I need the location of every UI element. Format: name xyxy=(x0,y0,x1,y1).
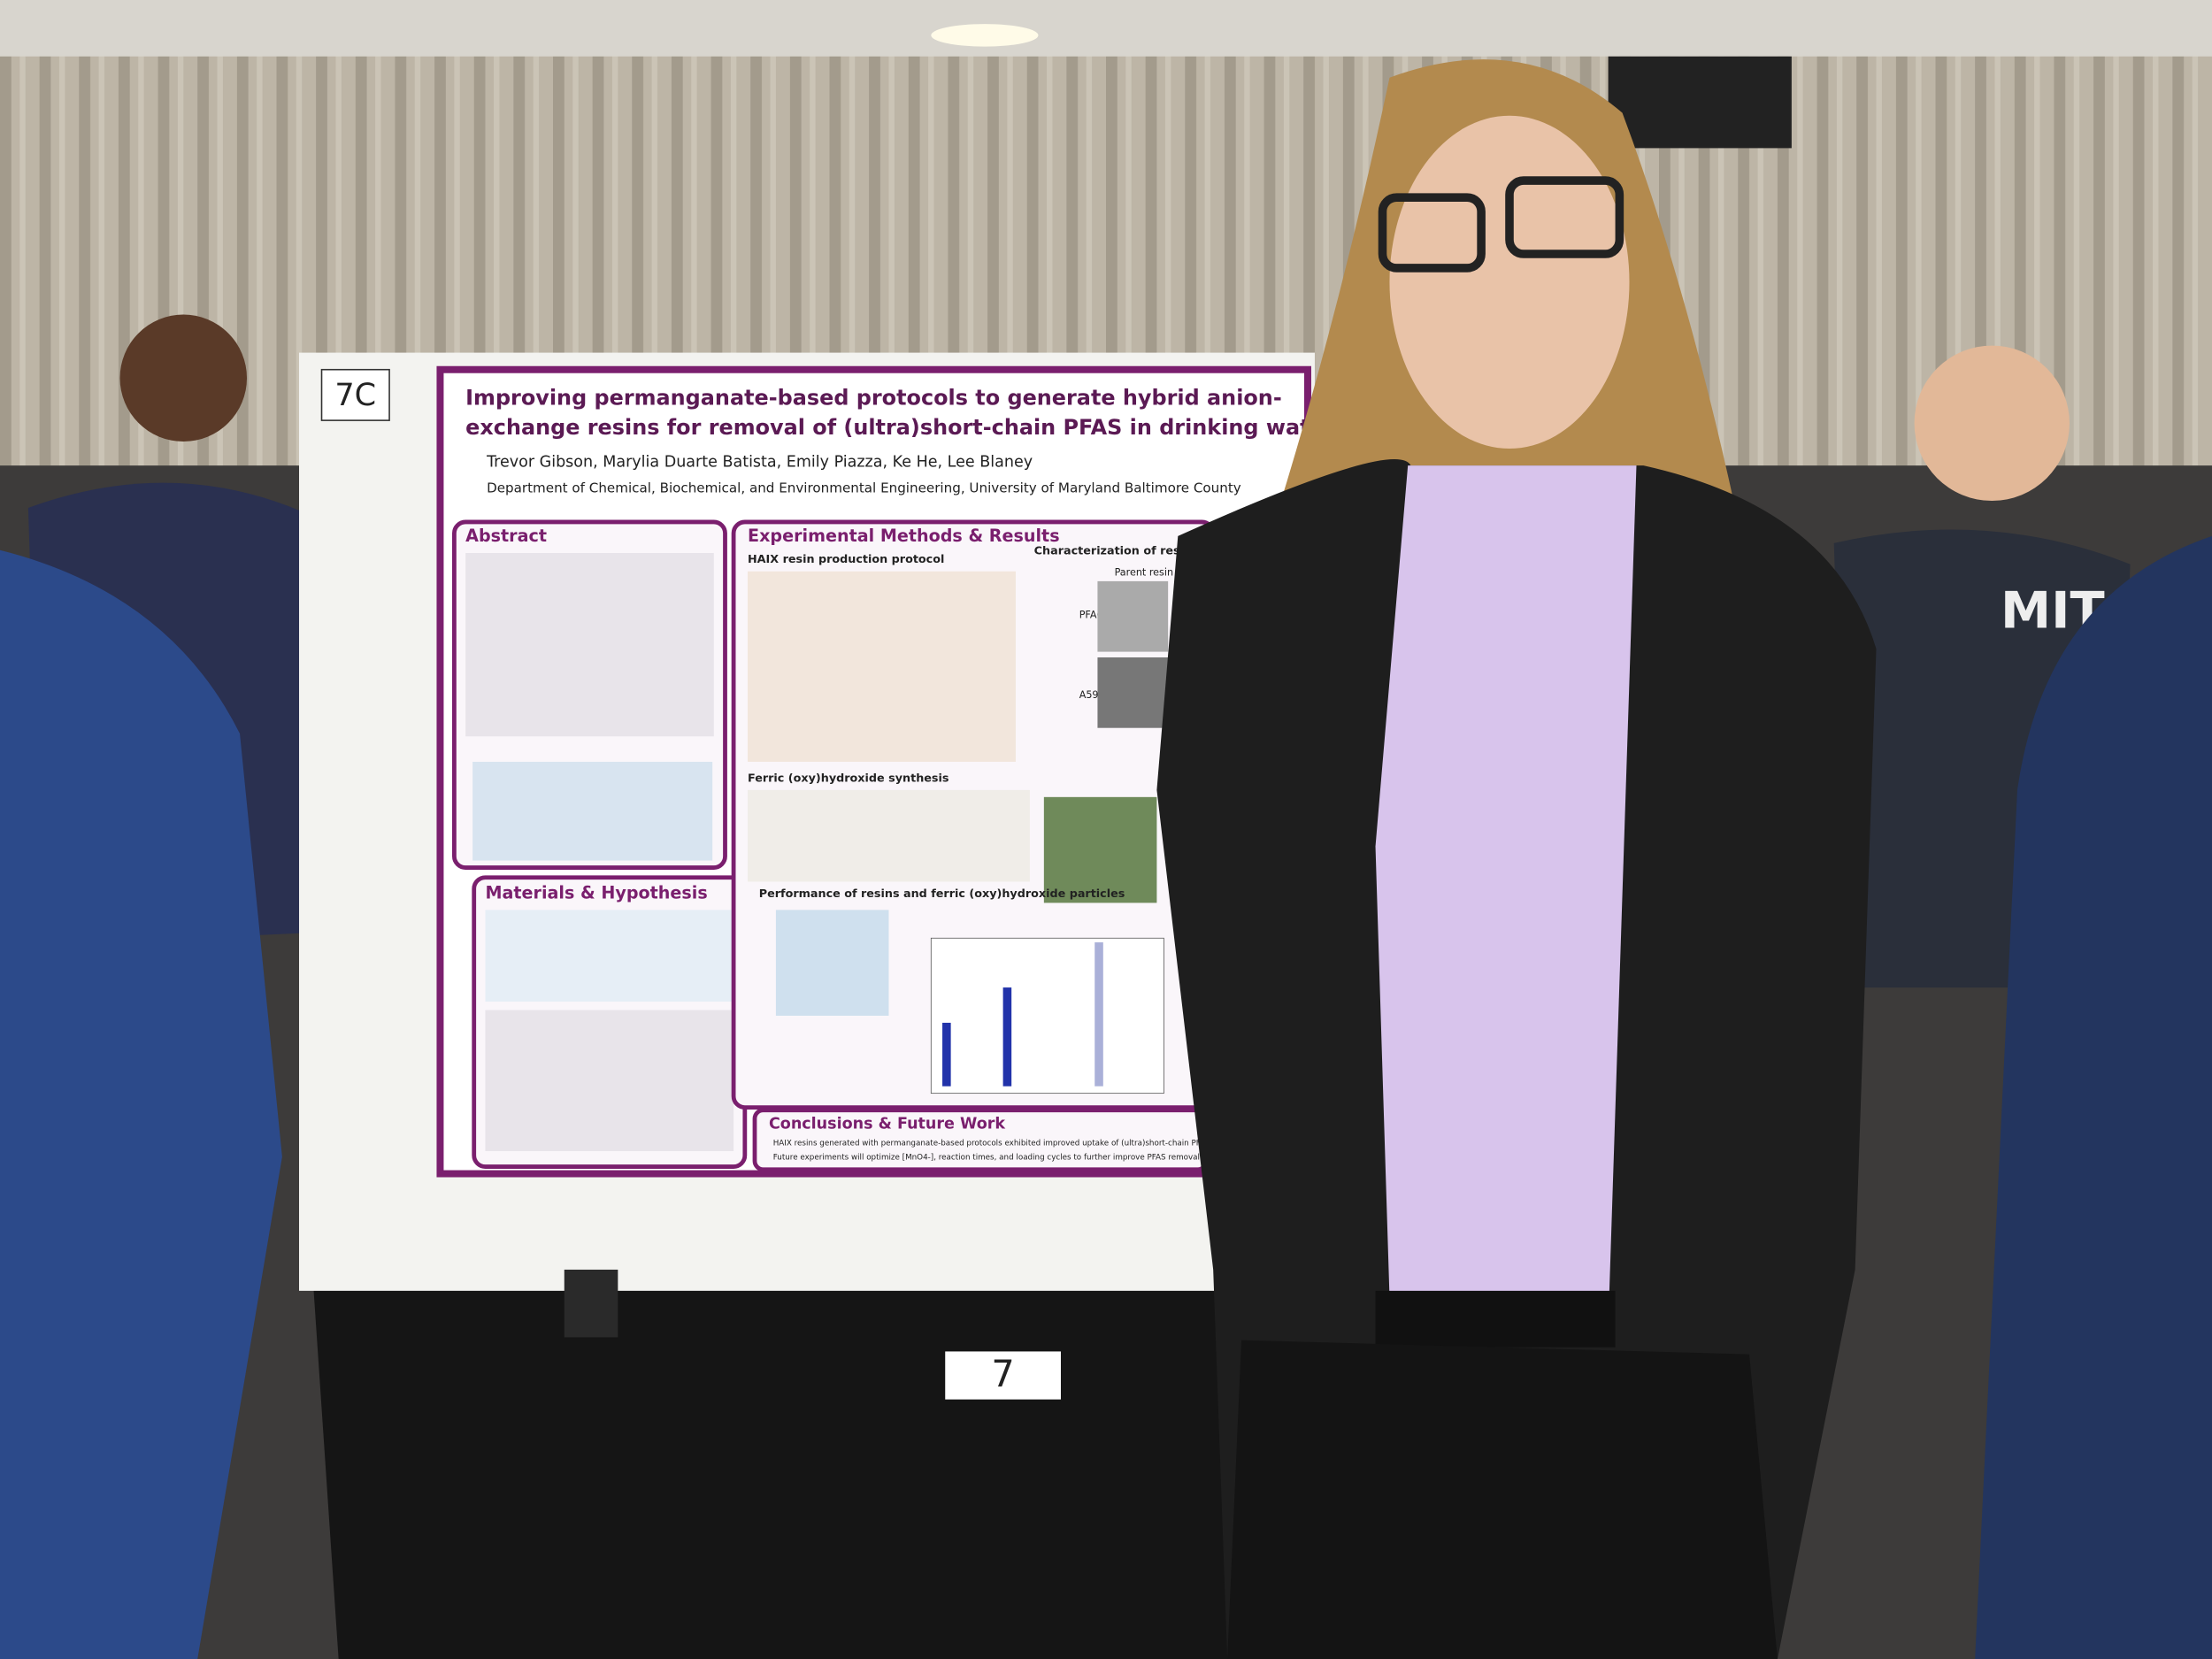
micrograph xyxy=(1043,796,1157,903)
chart-bar xyxy=(942,1022,951,1087)
figure xyxy=(748,571,1016,762)
board-stand xyxy=(564,1269,618,1338)
poster-authors: Trevor Gibson, Marylia Duarte Batista, E… xyxy=(486,454,1033,472)
board-label-box xyxy=(320,368,390,421)
shirt xyxy=(1375,465,1637,1326)
stage-lights xyxy=(1608,56,1792,149)
poster-affiliation: Department of Chemical, Biochemical, and… xyxy=(487,480,1241,495)
trousers xyxy=(1227,1340,1778,1659)
person-suit xyxy=(1975,535,2212,1659)
ceiling-light xyxy=(931,24,1039,47)
section-heading: Abstract xyxy=(465,526,547,546)
board-label: 7C xyxy=(334,377,376,413)
subheading: HAIX resin production protocol xyxy=(748,553,944,566)
section-heading: Materials & Hypothesis xyxy=(485,883,707,903)
figure xyxy=(775,910,889,1016)
figure xyxy=(485,910,734,1002)
figure xyxy=(748,789,1030,882)
conclusion-item: Future experiments will optimize [MnO4-]… xyxy=(773,1154,1200,1163)
section-heading: Conclusions & Future Work xyxy=(769,1116,1005,1133)
figure xyxy=(472,761,713,861)
bar-chart-image xyxy=(930,937,1164,1094)
subheading: Ferric (oxy)hydroxide synthesis xyxy=(748,772,949,785)
glasses xyxy=(1505,176,1624,258)
text-block xyxy=(485,1010,734,1152)
belt xyxy=(1375,1290,1616,1348)
conclusion-item: HAIX resins generated with permanganate-… xyxy=(773,1140,1210,1148)
face xyxy=(1389,115,1630,449)
chart-bar xyxy=(1002,987,1012,1087)
table-card xyxy=(945,1351,1061,1400)
person-head xyxy=(1914,345,2070,502)
poster-title: exchange resins for removal of (ultra)sh… xyxy=(465,415,1335,440)
glasses xyxy=(1378,193,1486,273)
micrograph xyxy=(1097,580,1169,652)
text-block xyxy=(465,553,714,737)
chart-bar xyxy=(1094,942,1103,1087)
person-head xyxy=(119,314,248,442)
section-heading: Experimental Methods & Results xyxy=(748,526,1060,546)
subheading: Parent resin xyxy=(1115,567,1173,579)
table-number: 7 xyxy=(991,1353,1014,1395)
person-suit xyxy=(0,549,282,1659)
micrograph xyxy=(1097,657,1169,728)
poster-title: Improving permanganate-based protocols t… xyxy=(465,386,1282,411)
table xyxy=(310,1241,1270,1659)
subheading: Performance of resins and ferric (oxy)hy… xyxy=(759,887,1125,901)
